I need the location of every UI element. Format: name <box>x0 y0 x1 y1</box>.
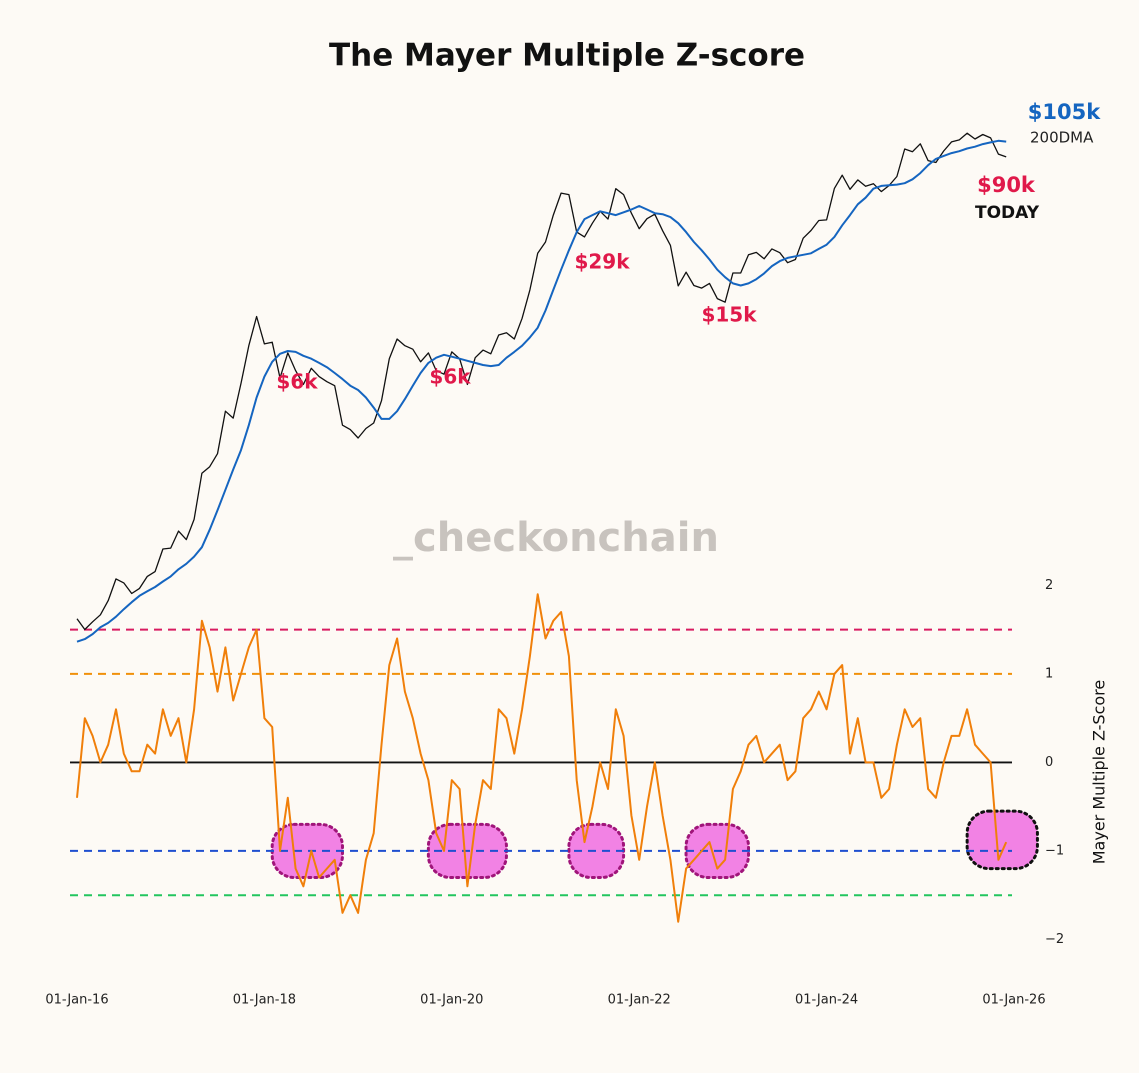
annotation: $29k <box>574 250 630 274</box>
y-tick-label: −2 <box>1045 932 1064 947</box>
x-tick-label: 01-Jan-22 <box>608 993 671 1008</box>
annotation: $6k <box>276 370 318 394</box>
x-tick-label: 01-Jan-16 <box>45 993 108 1008</box>
series-label: 200DMA <box>1030 129 1094 147</box>
zscore-line <box>76 593 1008 923</box>
annotation: $90k <box>977 173 1036 197</box>
highlight-box <box>965 809 1039 871</box>
annotation: $6k <box>429 365 471 389</box>
y-axis-label: Mayer Multiple Z-Score <box>1090 680 1109 865</box>
watermark: _checkonchain <box>393 515 719 561</box>
price-line <box>76 132 1007 631</box>
y-tick-label: 2 <box>1045 578 1053 593</box>
x-tick-label: 01-Jan-24 <box>795 993 858 1008</box>
annotation: $15k <box>701 303 757 327</box>
chart-title: The Mayer Multiple Z-score <box>329 38 805 74</box>
y-tick-label: 0 <box>1045 755 1053 770</box>
x-tick-label: 01-Jan-20 <box>420 993 483 1008</box>
x-tick-label: 01-Jan-18 <box>233 993 296 1008</box>
ma-line <box>76 139 1007 643</box>
x-tick-label: 01-Jan-26 <box>982 993 1045 1008</box>
y-tick-label: −1 <box>1045 843 1064 858</box>
annotation: TODAY <box>975 203 1040 223</box>
annotation: $105k <box>1028 100 1101 124</box>
y-tick-label: 1 <box>1045 666 1053 681</box>
